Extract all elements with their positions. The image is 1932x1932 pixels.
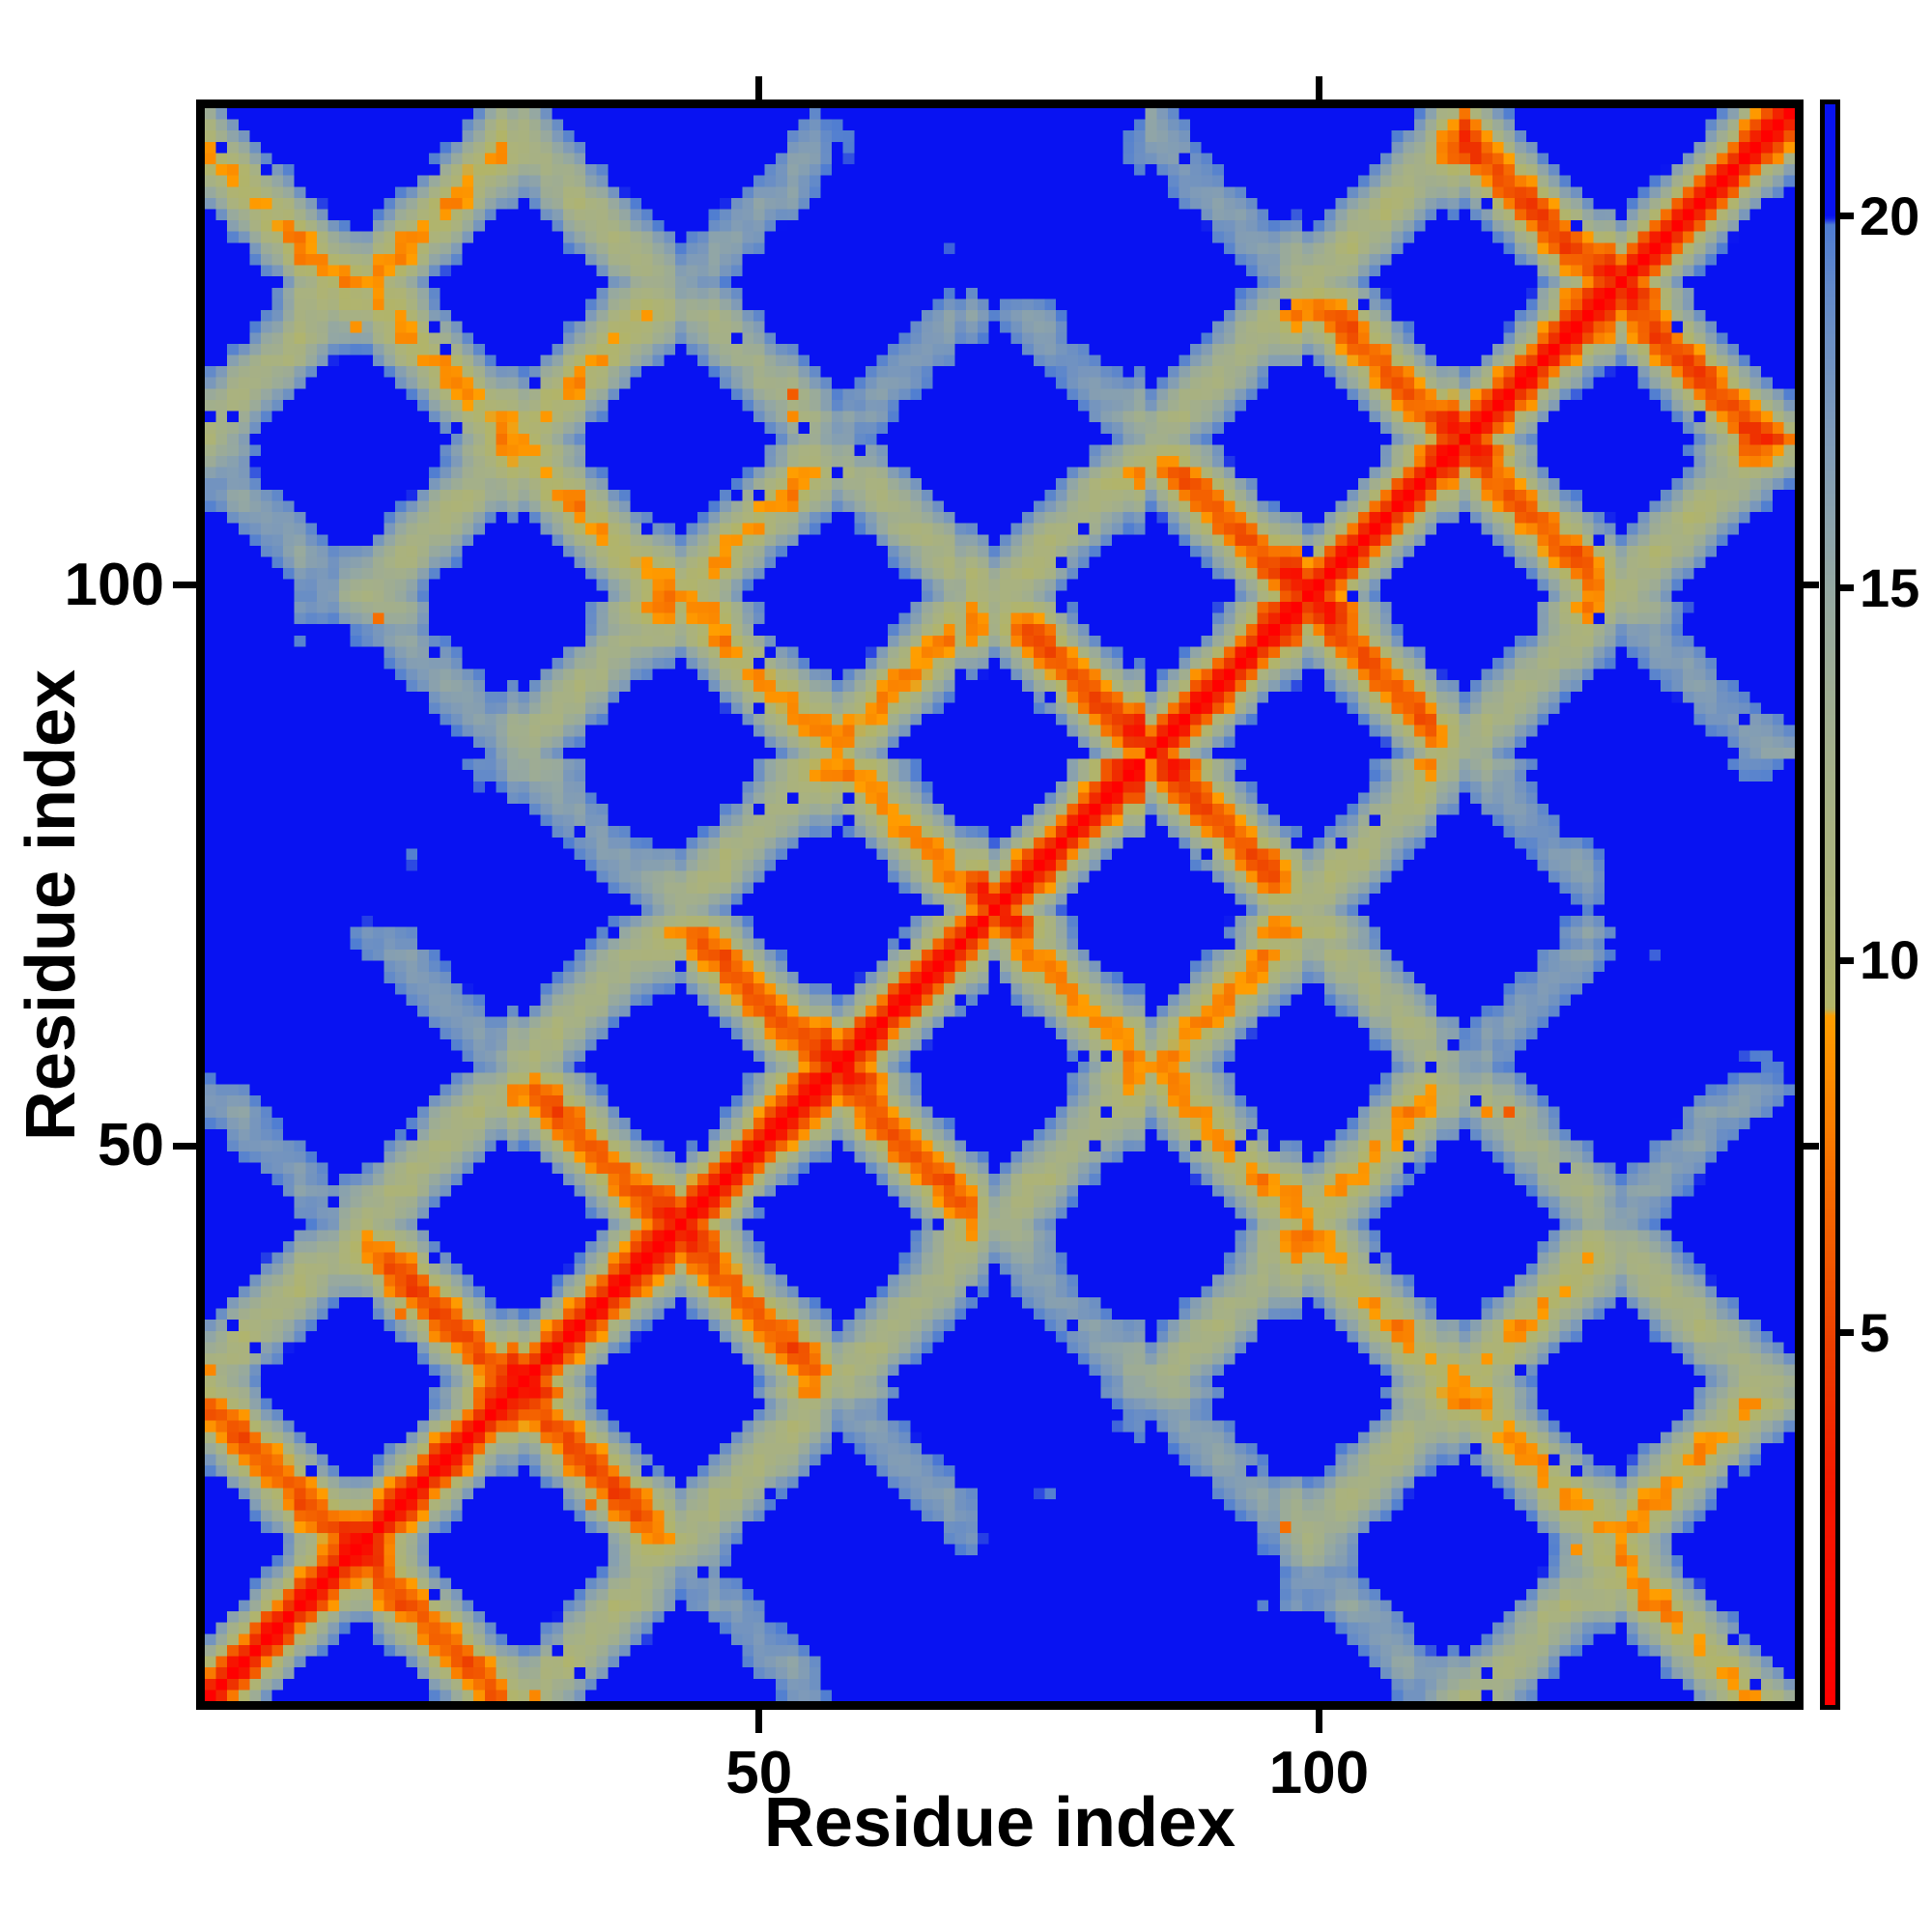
colorbar-tick-label: 5 xyxy=(1860,1301,1890,1363)
y-tick-label: 100 xyxy=(64,551,164,618)
y-tick-mark-left xyxy=(173,582,196,589)
y-tick-mark-left xyxy=(173,1142,196,1150)
colorbar xyxy=(1820,99,1840,1710)
colorbar-tick-label: 15 xyxy=(1860,556,1920,618)
y-tick-label: 50 xyxy=(98,1112,164,1179)
x-tick-label: 100 xyxy=(1268,1740,1370,1806)
y-tick-mark-right xyxy=(1804,582,1819,589)
distance-matrix-heatmap xyxy=(205,108,1795,1701)
colorbar-gradient xyxy=(1825,104,1835,1705)
x-axis-label: Residue index xyxy=(763,1784,1236,1861)
y-axis-label-wrap: Residue index xyxy=(8,99,95,1710)
colorbar-tick-label: 20 xyxy=(1860,185,1920,246)
colorbar-tick-mark xyxy=(1840,584,1854,592)
x-tick-mark-top xyxy=(755,76,763,99)
colorbar-tick-mark xyxy=(1840,213,1854,220)
y-axis-label: Residue index xyxy=(13,668,90,1141)
x-tick-mark-top xyxy=(1315,76,1322,99)
colorbar-tick-label: 10 xyxy=(1860,929,1920,991)
x-tick-label: 50 xyxy=(725,1740,793,1806)
y-tick-mark-right xyxy=(1804,1142,1819,1150)
colorbar-tick-mark xyxy=(1840,1329,1854,1337)
heatmap-plot-area xyxy=(196,99,1804,1710)
x-tick-mark-bottom xyxy=(1315,1710,1322,1733)
x-tick-mark-bottom xyxy=(755,1710,763,1733)
colorbar-tick-mark xyxy=(1840,956,1854,964)
